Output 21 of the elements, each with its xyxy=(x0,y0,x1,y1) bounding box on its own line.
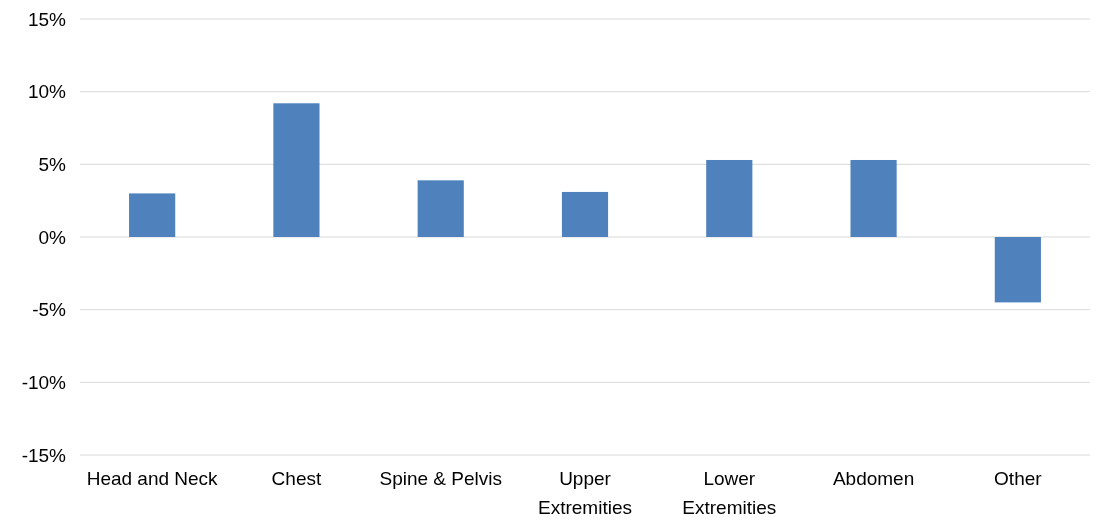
x-tick-label: Head and Neck xyxy=(86,468,219,489)
y-tick-label: 10% xyxy=(27,81,67,103)
x-tick-label: Abdomen xyxy=(832,468,915,489)
bar xyxy=(129,193,176,237)
y-tick-label: -10% xyxy=(21,371,67,393)
bar xyxy=(706,159,753,237)
bar xyxy=(417,180,464,237)
y-tick-label: 0% xyxy=(38,226,67,248)
x-tick-label: Lower Extremities xyxy=(682,468,777,518)
y-tick-label: -15% xyxy=(21,444,67,466)
x-tick-label: Spine & Pelvis xyxy=(379,468,502,489)
bar xyxy=(561,191,609,237)
x-tick-label: Chest xyxy=(271,468,322,489)
bar xyxy=(994,237,1041,303)
y-tick-label: 5% xyxy=(38,153,67,175)
y-tick-label: 15% xyxy=(27,8,67,30)
x-tick-label: Upper Extremities xyxy=(538,468,632,518)
x-tick-label: Other xyxy=(994,468,1043,489)
bar xyxy=(273,103,320,237)
y-tick-label: -5% xyxy=(32,299,67,321)
bar xyxy=(850,159,897,237)
